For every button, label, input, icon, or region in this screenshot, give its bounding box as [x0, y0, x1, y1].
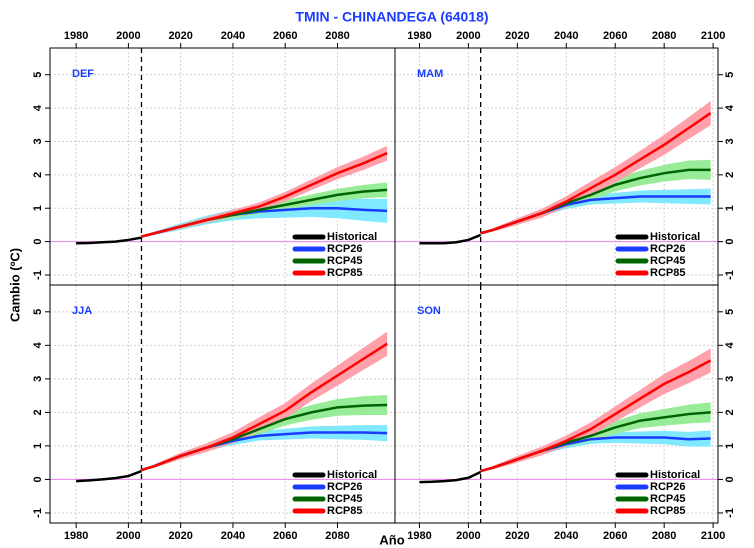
x-tick-label: 2040 [221, 530, 245, 542]
legend-label: RCP45 [327, 493, 362, 505]
series-line [76, 236, 142, 245]
series-line [141, 342, 388, 472]
uncertainty-band [480, 188, 711, 234]
x-tick-label: 2060 [603, 530, 627, 542]
x-tick-label: 2000 [456, 530, 480, 542]
y-tick-label: 2 [32, 409, 44, 415]
x-tick-label: 2040 [554, 530, 578, 542]
y-tick-label: 3 [32, 138, 44, 144]
legend-label: Historical [327, 469, 377, 481]
y-tick-label: 0 [724, 476, 736, 482]
y-tick-label: 3 [724, 376, 736, 382]
panel-label: JJA [72, 305, 92, 317]
legend-label: RCP85 [327, 505, 362, 517]
y-tick-label: 0 [32, 476, 44, 482]
y-tick-label: 1 [32, 205, 44, 211]
x-tick-label: 2080 [325, 30, 349, 42]
y-tick-label: -1 [724, 508, 736, 518]
legend-label: Historical [650, 231, 700, 243]
x-tick-label: 2060 [273, 30, 297, 42]
x-tick-label: 1980 [64, 30, 88, 42]
y-tick-label: 4 [724, 104, 736, 111]
y-tick-label: -1 [724, 270, 736, 280]
y-tick-label: 0 [724, 239, 736, 245]
legend-label: RCP45 [650, 255, 685, 267]
legend-label: RCP45 [650, 493, 685, 505]
x-axis-label: Año [379, 532, 404, 547]
x-tick-label: 2000 [456, 30, 480, 42]
y-tick-label: 2 [32, 172, 44, 178]
chart-title: TMIN - CHINANDEGA (64018) [295, 9, 488, 25]
x-tick-label: 2040 [554, 30, 578, 42]
y-tick-label: -1 [32, 270, 44, 280]
y-tick-label: 5 [32, 309, 44, 315]
y-tick-label: 5 [724, 309, 736, 315]
x-tick-label: 1980 [407, 530, 431, 542]
x-tick-label: 1980 [407, 30, 431, 42]
y-tick-label: 0 [32, 239, 44, 245]
x-tick-label: 2100 [701, 30, 725, 42]
y-tick-label: 2 [724, 409, 736, 415]
x-tick-label: 1980 [64, 530, 88, 542]
legend-label: Historical [327, 231, 377, 243]
y-tick-label: 1 [32, 443, 44, 449]
y-tick-label: -1 [32, 508, 44, 518]
uncertainty-band [141, 425, 388, 471]
x-tick-label: 2000 [116, 30, 140, 42]
panel-frame [394, 284, 719, 524]
x-tick-label: 2000 [116, 530, 140, 542]
x-tick-label: 2020 [505, 530, 529, 542]
y-tick-label: 3 [32, 376, 44, 382]
x-tick-label: 2080 [652, 530, 676, 542]
legend-label: RCP85 [650, 505, 685, 517]
series-line [419, 470, 482, 484]
x-tick-label: 2020 [168, 30, 192, 42]
x-tick-label: 2100 [701, 530, 725, 542]
panel-label: SON [417, 305, 441, 317]
legend-label: RCP85 [327, 267, 362, 279]
panel-label: MAM [417, 68, 443, 80]
y-tick-label: 1 [724, 205, 736, 211]
legend-label: RCP26 [327, 243, 362, 255]
x-tick-label: 2040 [221, 30, 245, 42]
legend-label: Historical [650, 469, 700, 481]
legend-label: RCP85 [650, 267, 685, 279]
legend-label: RCP26 [650, 243, 685, 255]
uncertainty-band [480, 430, 711, 472]
x-tick-label: 2020 [168, 530, 192, 542]
y-tick-label: 5 [32, 72, 44, 78]
y-tick-label: 4 [32, 341, 44, 348]
x-tick-label: 2060 [603, 30, 627, 42]
y-tick-label: 4 [32, 104, 44, 111]
series-line [480, 359, 712, 473]
y-tick-label: 3 [724, 138, 736, 144]
y-axis-label: Cambio (ºC) [7, 248, 22, 322]
panel-label: DEF [72, 68, 94, 80]
legend-label: RCP26 [650, 481, 685, 493]
x-tick-label: 2080 [652, 30, 676, 42]
x-tick-label: 2060 [273, 530, 297, 542]
legend-label: RCP45 [327, 255, 362, 267]
series-line [141, 151, 388, 238]
x-tick-label: 2080 [325, 530, 349, 542]
y-tick-label: 1 [724, 443, 736, 449]
y-tick-label: 4 [724, 341, 736, 348]
series-line [419, 233, 482, 245]
y-tick-label: 5 [724, 72, 736, 78]
series-line [480, 112, 712, 235]
x-tick-label: 2020 [505, 30, 529, 42]
y-tick-label: 2 [724, 172, 736, 178]
series-line [76, 469, 142, 483]
legend-label: RCP26 [327, 481, 362, 493]
